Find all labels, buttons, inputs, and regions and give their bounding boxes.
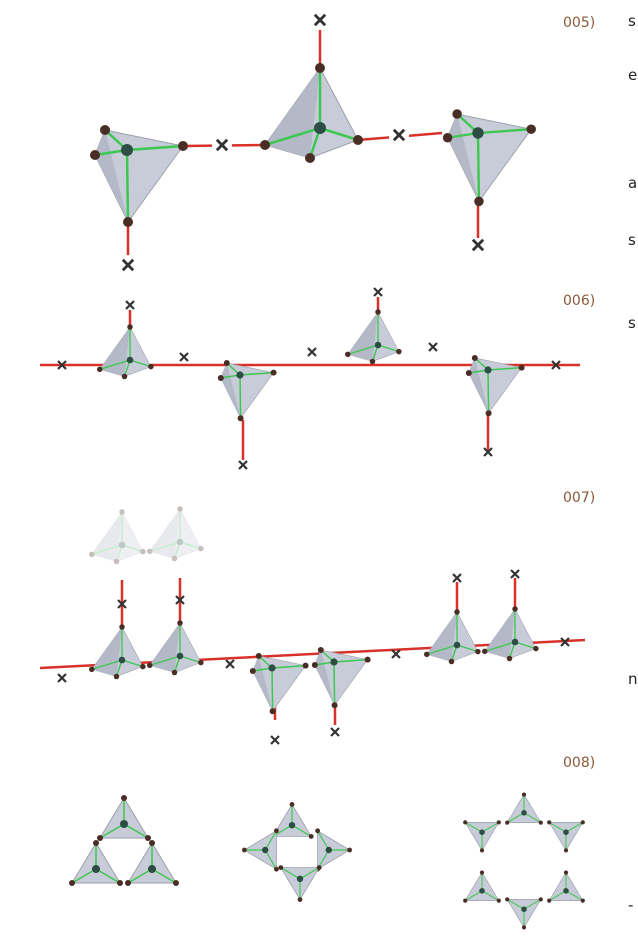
row-006 bbox=[40, 288, 580, 469]
page: 005) 006) 007) 008) s e a s s n - bbox=[0, 0, 638, 938]
margin-text: s bbox=[628, 12, 636, 30]
row-007 bbox=[40, 506, 585, 744]
row-005 bbox=[90, 15, 536, 270]
panel-label: 007) bbox=[563, 490, 595, 506]
figure: 005) 006) 007) 008) s e a s s n - bbox=[0, 0, 638, 938]
margin-text: s bbox=[628, 231, 636, 249]
margin-text: e bbox=[628, 66, 637, 84]
panel-label: 008) bbox=[563, 755, 595, 771]
margin-text: s bbox=[628, 314, 636, 332]
row-008 bbox=[69, 793, 585, 930]
margin-text: - bbox=[628, 896, 633, 914]
panel-label: 005) bbox=[563, 15, 595, 31]
margin-text: a bbox=[628, 174, 637, 192]
margin-text: n bbox=[628, 670, 638, 688]
panel-label: 006) bbox=[563, 293, 595, 309]
